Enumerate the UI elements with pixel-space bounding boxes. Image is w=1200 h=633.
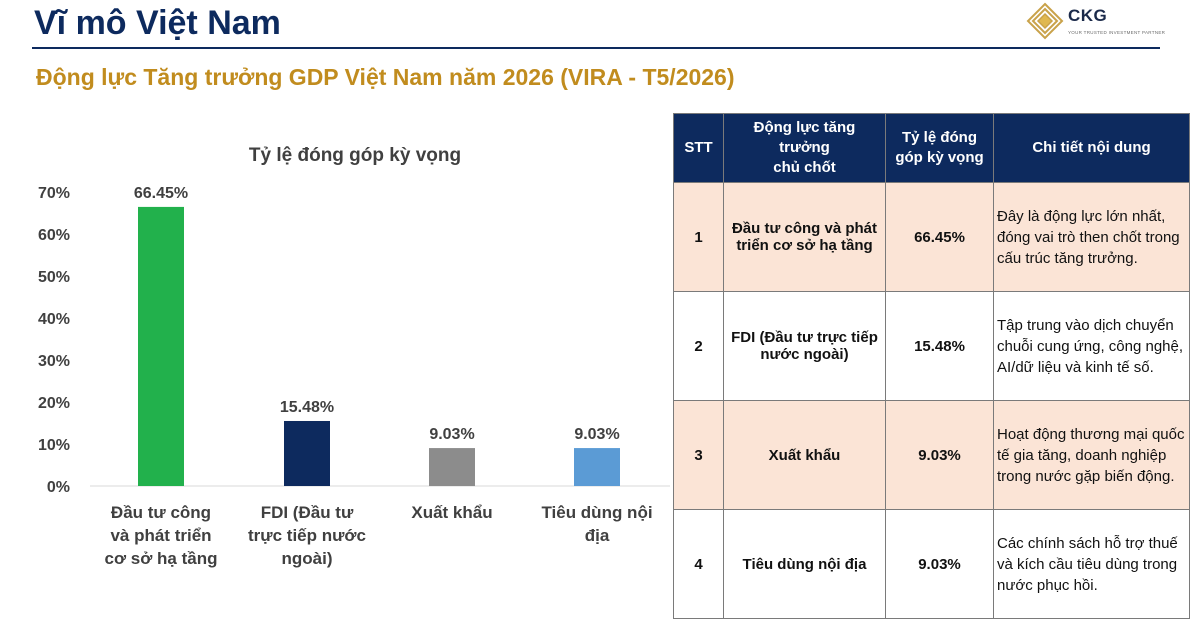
cell-share: 66.45% [885,182,994,292]
cell-stt: 1 [673,182,724,292]
cell-driver: FDI (Đầu tư trực tiếp nước ngoài) [723,291,886,401]
x-category-label: FDI (Đầu tư [261,503,354,522]
table-row: 2 FDI (Đầu tư trực tiếp nước ngoài) 15.4… [673,291,1190,401]
cell-share: 9.03% [885,400,994,510]
title-divider [32,47,1160,49]
page-title: Vĩ mô Việt Nam [34,4,281,42]
cell-stt: 2 [673,291,724,401]
ckg-logo-icon [1026,2,1064,40]
bar-value-label: 15.48% [280,399,334,416]
y-tick-label: 50% [38,269,70,286]
cell-stt: 3 [673,400,724,510]
y-tick-label: 30% [38,353,70,370]
y-tick-label: 40% [38,311,70,328]
header-detail: Chi tiết nội dung [993,113,1190,183]
y-tick-label: 10% [38,437,70,454]
drivers-table: STT Động lực tăng trưởng chủ chốt Tỷ lệ đó… [673,113,1190,619]
bar [138,206,184,486]
y-tick-label: 20% [38,395,70,412]
cell-detail: Tập trung vào dịch chuyển chuỗi cung ứng… [993,291,1190,401]
bar [429,448,475,486]
cell-share: 15.48% [885,291,994,401]
header-driver: Động lực tăng trưởng chủ chốt [723,113,886,183]
cell-stt: 4 [673,509,724,619]
x-category-label: Đầu tư công [111,503,211,522]
header-share: Tỷ lệ đóng góp kỳ vọng [885,113,994,183]
x-category-label: Tiêu dùng nội [541,503,652,522]
page-subtitle: Động lực Tăng trưởng GDP Việt Nam năm 20… [36,64,735,90]
x-category-label: cơ sở hạ tầng [105,549,218,568]
y-tick-label: 0% [47,479,70,496]
bar-value-label: 66.45% [134,185,188,202]
x-category-label: ngoài) [282,549,333,568]
table-header-row: STT Động lực tăng trưởng chủ chốt Tỷ lệ đó… [673,113,1190,183]
x-category-label: trực tiếp nước [248,526,366,545]
ckg-logo: CKG YOUR TRUSTED INVESTMENT PARTNER [1026,2,1166,42]
table-row: 1 Đầu tư công và phát triển cơ sở hạ tần… [673,182,1190,292]
bar-value-label: 9.03% [429,426,474,443]
cell-driver: Đầu tư công và phát triển cơ sở hạ tầng [723,182,886,292]
x-category-label: địa [585,526,610,545]
y-tick-label: 70% [38,185,70,202]
cell-driver: Xuất khẩu [723,400,886,510]
cell-detail: Hoạt động thương mại quốc tế gia tăng, d… [993,400,1190,510]
header-stt: STT [673,113,724,183]
y-tick-label: 60% [38,227,70,244]
x-category-label: Xuất khẩu [411,503,492,522]
table-row: 4 Tiêu dùng nội địa 9.03% Các chính sách… [673,509,1190,619]
cell-detail: Đây là động lực lớn nhất, đóng vai trò t… [993,182,1190,292]
cell-detail: Các chính sách hỗ trợ thuế và kích cầu t… [993,509,1190,619]
table-row: 3 Xuất khẩu 9.03% Hoạt động thương mại q… [673,400,1190,510]
chart-title: Tỷ lệ đóng góp kỳ vọng [248,145,462,166]
cell-share: 9.03% [885,509,994,619]
logo-name: CKG [1068,6,1108,25]
logo-tagline: YOUR TRUSTED INVESTMENT PARTNER [1068,30,1166,35]
bar-chart: 0% 10% 20% 30% 40% 50% 60% 70% 66.45% Đầu tư công… [38,185,670,568]
cell-driver: Tiêu dùng nội địa [723,509,886,619]
bar [284,420,330,486]
bar-value-label: 9.03% [574,426,619,443]
x-category-label: và phát triển [110,526,211,545]
bar [574,448,620,486]
